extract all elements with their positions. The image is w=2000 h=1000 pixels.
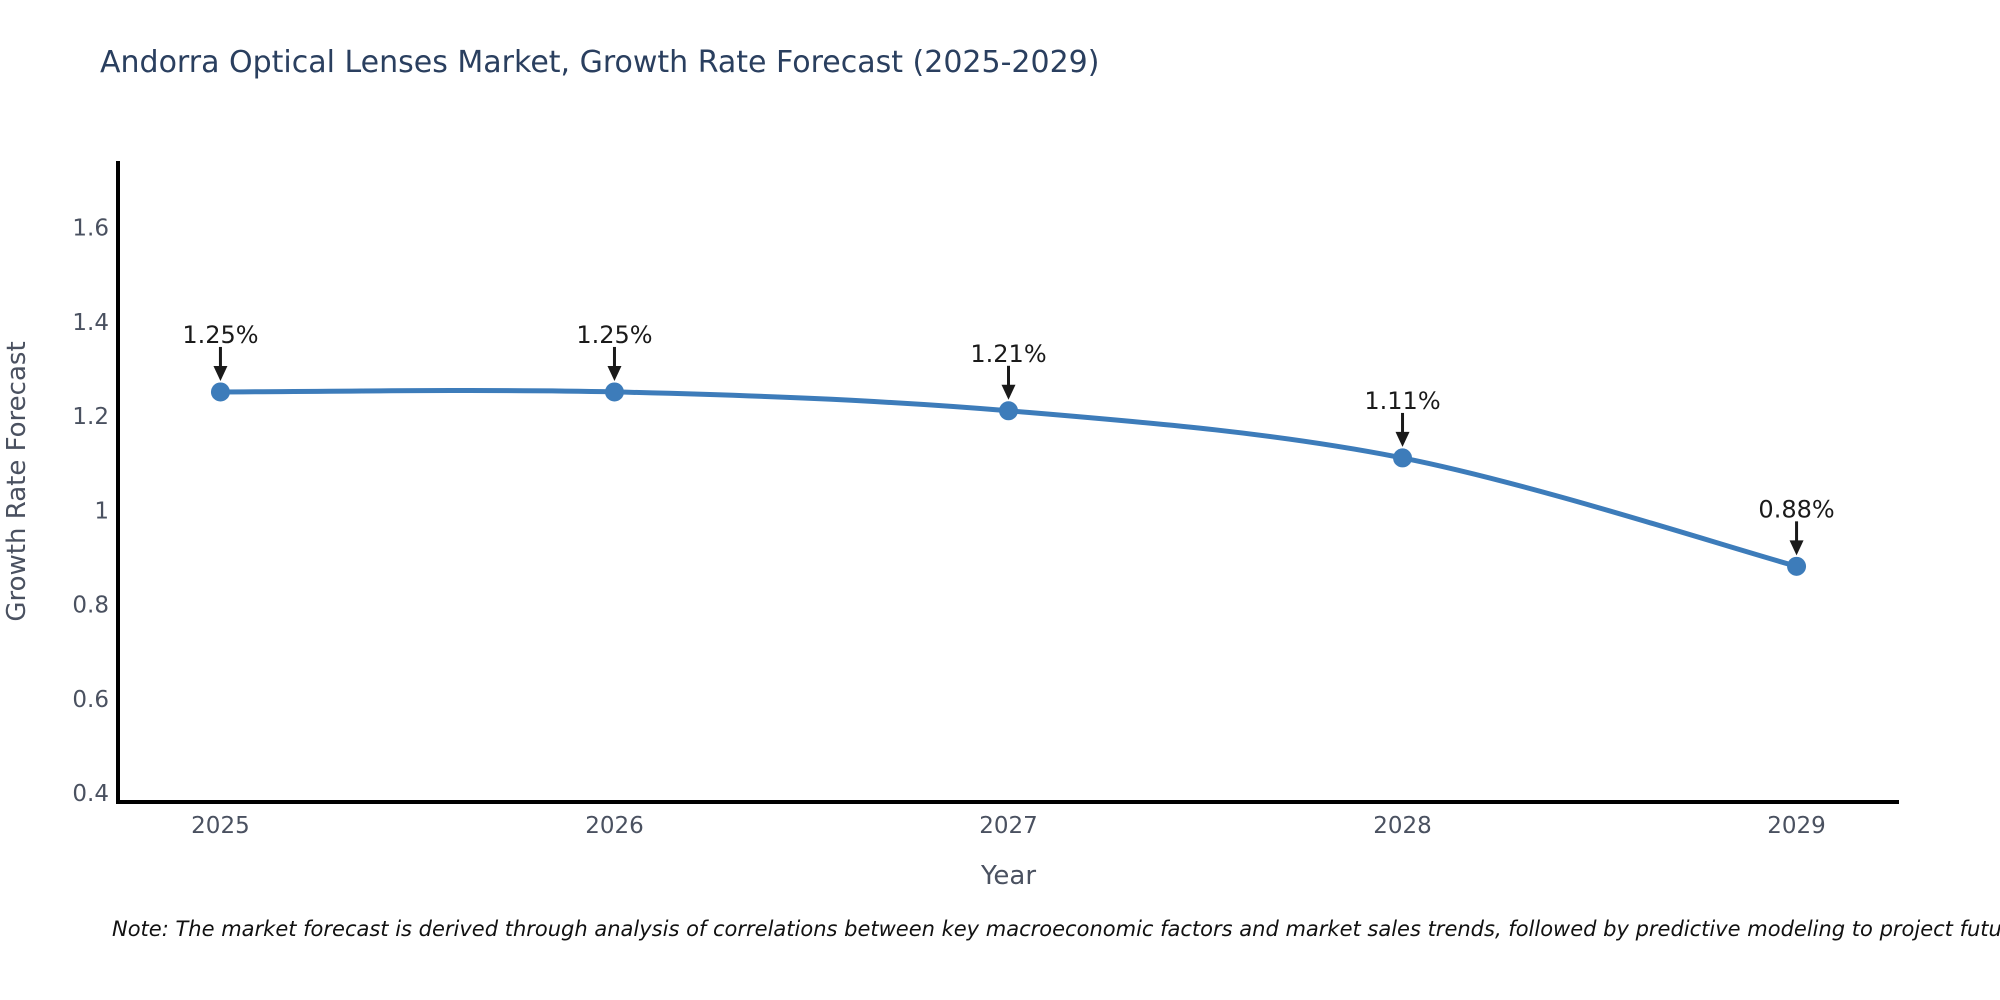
- y-tick-label: 0.8: [72, 593, 109, 619]
- data-point-marker[interactable]: [1393, 448, 1413, 468]
- data-point-marker[interactable]: [1787, 556, 1807, 576]
- annotation-arrowhead-icon: [607, 365, 622, 381]
- x-tick-label: 2025: [191, 813, 250, 839]
- y-tick-label: 0.4: [72, 781, 109, 807]
- x-tick-label: 2028: [1373, 813, 1432, 839]
- annotation-arrowhead-icon: [1001, 384, 1016, 400]
- x-tick-label: 2026: [585, 813, 644, 839]
- x-tick-label: 2027: [979, 813, 1038, 839]
- y-tick-label: 1.4: [72, 310, 109, 336]
- annotation-label: 1.25%: [576, 321, 652, 349]
- footnote: Note: The market forecast is derived thr…: [112, 917, 2000, 941]
- annotation-label: 0.88%: [1758, 495, 1834, 523]
- annotation-label: 1.21%: [970, 340, 1046, 368]
- annotation-arrowhead-icon: [1395, 431, 1410, 447]
- x-axis-title: Year: [980, 861, 1036, 891]
- y-tick-label: 1: [94, 498, 109, 524]
- annotation-arrowhead-icon: [1789, 540, 1804, 556]
- y-tick-label: 0.6: [72, 687, 109, 713]
- data-point-marker[interactable]: [999, 401, 1018, 421]
- data-point-marker[interactable]: [210, 382, 230, 402]
- annotation-label: 1.25%: [182, 321, 258, 349]
- y-axis-title: Growth Rate Forecast: [2, 341, 32, 621]
- data-point-marker[interactable]: [604, 382, 624, 402]
- annotation-arrowhead-icon: [213, 365, 228, 381]
- chart-title: Andorra Optical Lenses Market, Growth Ra…: [100, 45, 1100, 80]
- x-tick-label: 2029: [1767, 813, 1826, 839]
- y-tick-label: 1.2: [72, 404, 109, 430]
- y-tick-label: 1.6: [72, 215, 109, 241]
- axis-lines: [116, 161, 1899, 804]
- annotation-label: 1.11%: [1364, 387, 1440, 415]
